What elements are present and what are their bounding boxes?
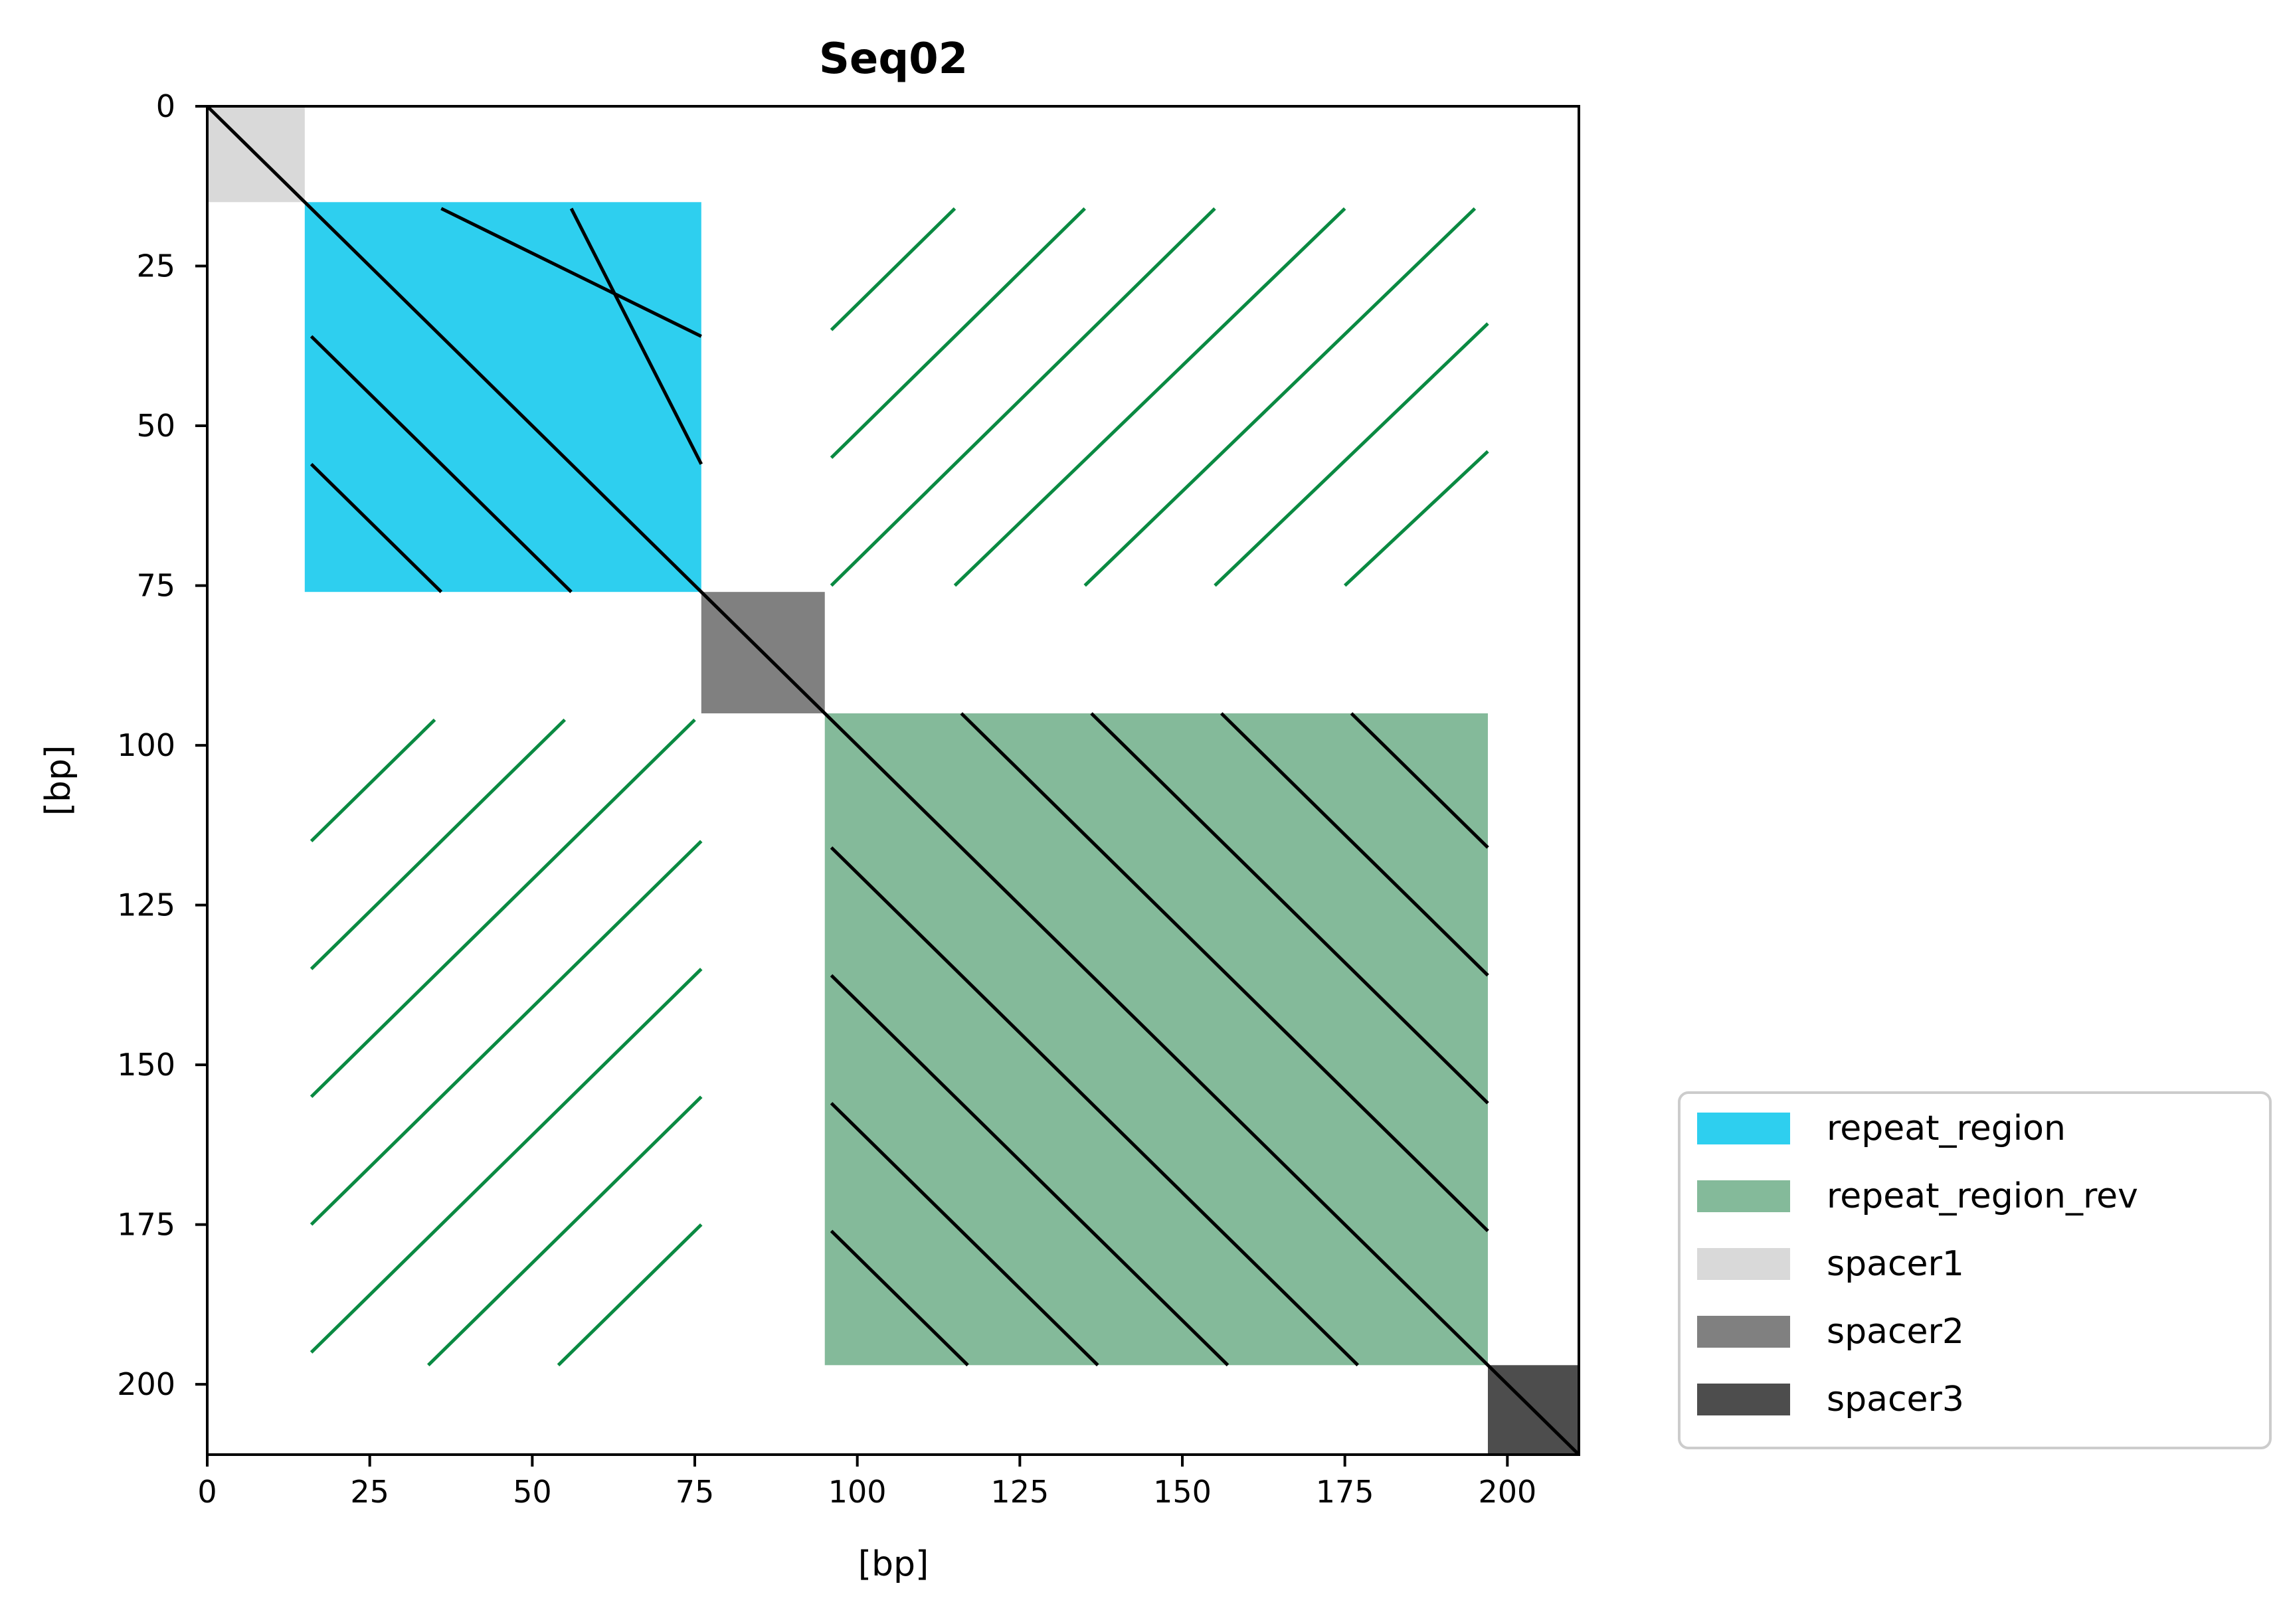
reverse-match-line <box>830 207 1216 587</box>
reverse-match-line <box>310 718 567 970</box>
reverse-match-line <box>1083 207 1477 587</box>
reverse-match-line <box>1343 450 1489 587</box>
y-tick-label: 25 <box>136 248 175 284</box>
reverse-match-line <box>830 207 956 331</box>
y-axis-label: [bp] <box>39 745 78 816</box>
forward-match-line <box>830 1102 1099 1367</box>
y-tick-label: 150 <box>117 1047 175 1083</box>
y-tick-label: 75 <box>136 568 175 604</box>
legend-swatch-spacer1 <box>1697 1248 1790 1280</box>
forward-match-line <box>310 462 443 593</box>
forward-match-line <box>206 105 1580 1456</box>
forward-match-line <box>830 1229 969 1367</box>
y-axis-ticks: 0 25 50 75 100 125 150 175 200 <box>117 88 207 1402</box>
forward-match-line <box>1090 712 1489 1105</box>
x-tick-label: 75 <box>676 1474 715 1510</box>
x-axis-ticks: 0 25 50 75 100 125 150 175 200 <box>197 1455 1536 1510</box>
plot-frame <box>206 105 1580 1456</box>
forward-match-line <box>960 712 1489 1233</box>
reverse-match-line <box>310 718 436 843</box>
forward-match-line <box>440 207 702 338</box>
reverse-match-line <box>310 840 703 1226</box>
legend-swatch-spacer3 <box>1697 1384 1790 1415</box>
y-tick-label: 100 <box>117 727 175 763</box>
reverse-match-line <box>1214 322 1489 587</box>
y-tick-label: 200 <box>117 1366 175 1402</box>
x-tick-label: 200 <box>1478 1474 1536 1510</box>
forward-match-line <box>310 335 573 593</box>
x-tick-label: 125 <box>990 1474 1049 1510</box>
chart-title: Seq02 <box>819 35 968 84</box>
reverse-match-line <box>557 1223 703 1367</box>
y-tick-label: 175 <box>117 1207 175 1243</box>
x-tick-label: 150 <box>1153 1474 1212 1510</box>
y-tick-label: 50 <box>136 408 175 444</box>
forward-match-line <box>569 207 703 465</box>
legend-entries: repeat_region repeat_region_rev spacer1 spa… <box>1697 1109 2138 1419</box>
legend-swatch-spacer2 <box>1697 1316 1790 1348</box>
x-tick-label: 25 <box>350 1474 389 1510</box>
reverse-match-line <box>310 968 703 1354</box>
reverse-match-line <box>310 718 696 1099</box>
reverse-match-line <box>953 207 1346 587</box>
legend-label: repeat_region_rev <box>1827 1176 2138 1216</box>
legend-label: spacer1 <box>1827 1244 1964 1284</box>
x-tick-label: 0 <box>197 1474 217 1510</box>
legend: repeat_region repeat_region_rev spacer1 spa… <box>1678 1091 2272 1449</box>
x-tick-label: 100 <box>828 1474 887 1510</box>
reverse-match-line <box>426 1095 703 1367</box>
forward-match-line <box>1220 712 1489 977</box>
legend-label: repeat_region <box>1827 1109 2066 1148</box>
legend-label: spacer3 <box>1827 1380 1964 1419</box>
y-tick-label: 125 <box>117 887 175 923</box>
reverse-match-line <box>830 207 1086 459</box>
x-tick-label: 50 <box>513 1474 552 1510</box>
legend-swatch-repeat-region-rev <box>1697 1180 1790 1212</box>
forward-match-line <box>1350 712 1489 849</box>
legend-box <box>1678 1091 2272 1449</box>
y-tick-label: 0 <box>156 88 175 124</box>
match-lines <box>206 105 1580 1456</box>
legend-label: spacer2 <box>1827 1312 1964 1352</box>
x-axis-label: [bp] <box>858 1544 929 1584</box>
legend-swatch-repeat-region <box>1697 1113 1790 1144</box>
forward-match-line <box>830 846 1360 1367</box>
x-tick-label: 175 <box>1316 1474 1374 1510</box>
forward-match-line <box>830 974 1229 1367</box>
